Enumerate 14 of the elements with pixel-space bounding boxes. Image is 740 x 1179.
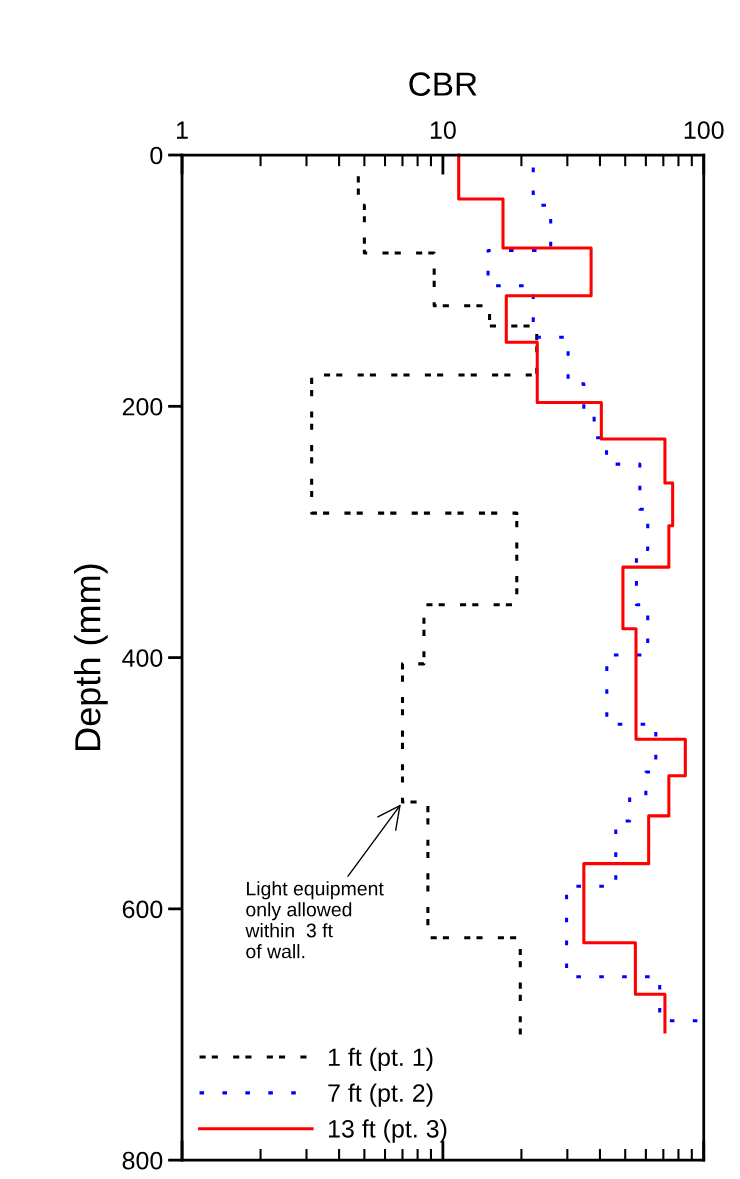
y-axis-title: Depth (mm) <box>74 564 108 750</box>
y-tick-label: 800 <box>122 1151 163 1170</box>
legend-label: 13 ft (pt. 3) <box>328 1119 447 1143</box>
y-tick-label: 400 <box>122 649 163 667</box>
x-axis-title: CBR <box>409 72 477 96</box>
legend-label: 1 ft (pt. 1) <box>328 1047 433 1072</box>
x-tick-label: 100 <box>684 121 724 139</box>
y-tick-label: 200 <box>122 397 163 416</box>
annotation: Light equipment only allowed within 3 ft of wall. <box>245 881 384 959</box>
y-tick-label: 0 <box>150 146 163 165</box>
y-tick-label: 600 <box>122 900 163 919</box>
x-tick-label: 10 <box>430 121 456 139</box>
legend-label: 7 ft (pt. 2) <box>328 1083 433 1107</box>
x-tick-label: 1 <box>177 121 188 139</box>
